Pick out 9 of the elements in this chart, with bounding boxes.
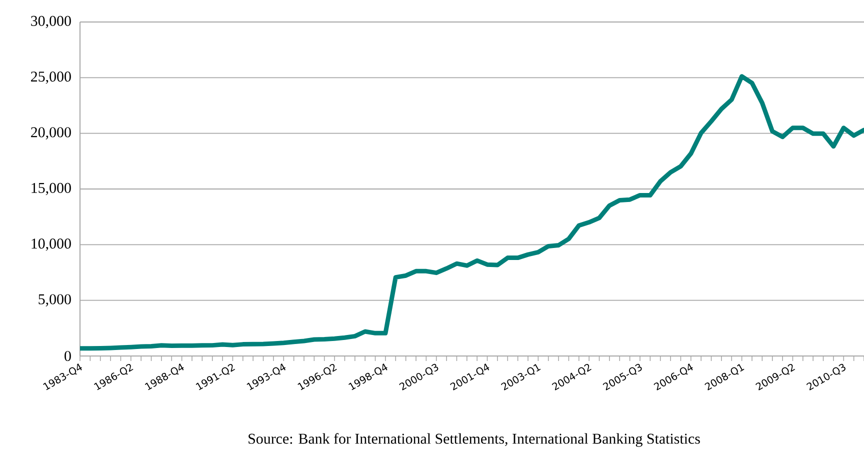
y-tick-label: 25,000 (31, 72, 71, 84)
line-series (80, 74, 864, 351)
y-tick-label: 20,000 (31, 127, 71, 140)
source-note: Source: Bank for International Settlements, International Banking Statistics (248, 433, 700, 447)
y-tick-label: 30,000 (31, 16, 71, 28)
y-tick-label: 15,000 (32, 182, 71, 196)
y-tick-label: 5,000 (38, 294, 71, 306)
y-tick-label: 10,000 (32, 238, 71, 251)
y-tick-label: 0 (64, 350, 71, 362)
